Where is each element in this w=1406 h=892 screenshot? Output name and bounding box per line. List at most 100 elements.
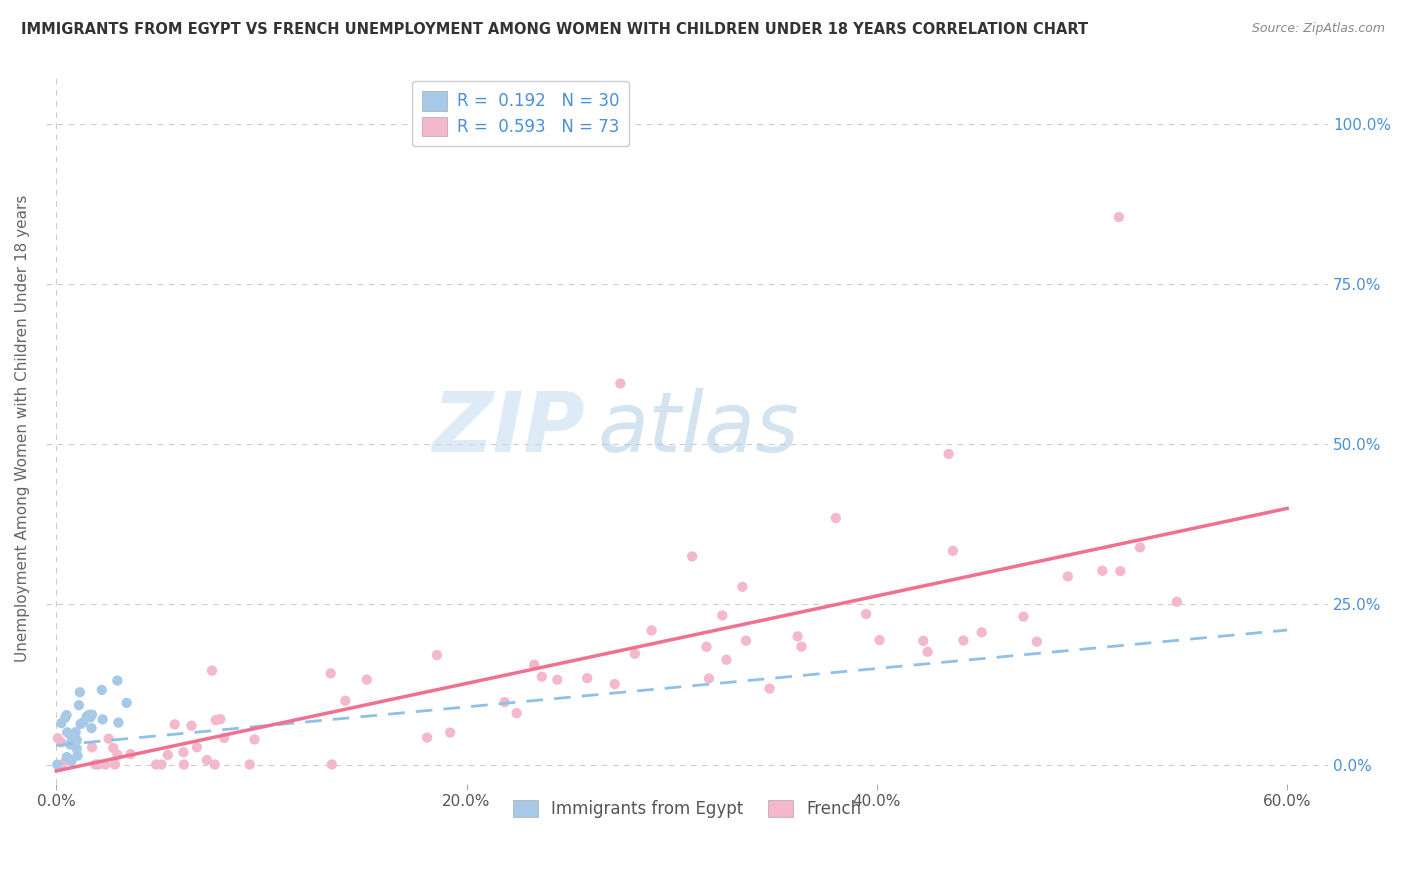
Point xyxy=(681,549,703,564)
Point xyxy=(80,721,103,735)
Point xyxy=(156,747,179,762)
Point xyxy=(319,666,342,681)
Point xyxy=(195,753,218,767)
Point xyxy=(87,757,110,772)
Point xyxy=(603,677,626,691)
Point xyxy=(55,754,77,768)
Point xyxy=(505,706,527,720)
Y-axis label: Unemployment Among Women with Children Under 18 years: Unemployment Among Women with Children U… xyxy=(15,194,30,662)
Point xyxy=(91,712,114,726)
Point xyxy=(735,633,758,648)
Point xyxy=(46,757,69,772)
Point xyxy=(55,708,77,723)
Point xyxy=(439,725,461,739)
Text: atlas: atlas xyxy=(598,388,799,469)
Point xyxy=(107,715,129,730)
Point xyxy=(1166,595,1188,609)
Point xyxy=(173,745,195,759)
Point xyxy=(1091,564,1114,578)
Point xyxy=(51,735,73,749)
Point xyxy=(1108,210,1130,224)
Point xyxy=(869,633,891,648)
Point xyxy=(150,757,173,772)
Point xyxy=(1012,609,1035,624)
Point xyxy=(1025,634,1047,648)
Point xyxy=(72,715,94,730)
Point xyxy=(60,730,83,744)
Point xyxy=(163,717,186,731)
Point xyxy=(103,741,125,756)
Point xyxy=(76,709,98,723)
Point xyxy=(917,645,939,659)
Point xyxy=(609,376,631,391)
Point xyxy=(66,742,89,756)
Point xyxy=(69,717,91,731)
Point xyxy=(94,757,117,772)
Point xyxy=(530,670,553,684)
Point xyxy=(180,719,202,733)
Point xyxy=(67,698,90,713)
Point xyxy=(1129,541,1152,555)
Point xyxy=(938,447,960,461)
Point xyxy=(786,629,808,643)
Point xyxy=(80,707,103,722)
Point xyxy=(824,511,846,525)
Point xyxy=(51,716,73,731)
Point xyxy=(80,740,103,755)
Text: ZIP: ZIP xyxy=(432,388,585,469)
Point xyxy=(1056,569,1078,583)
Point xyxy=(186,740,208,755)
Point xyxy=(145,757,167,772)
Point xyxy=(120,747,142,761)
Point xyxy=(356,673,378,687)
Point xyxy=(104,757,127,772)
Point xyxy=(173,757,195,772)
Point xyxy=(716,653,738,667)
Point xyxy=(105,673,128,688)
Point xyxy=(711,608,734,623)
Point xyxy=(69,685,91,699)
Point xyxy=(695,640,717,654)
Point xyxy=(970,625,993,640)
Point xyxy=(53,711,76,725)
Point xyxy=(115,696,138,710)
Point xyxy=(952,633,974,648)
Point xyxy=(546,673,568,687)
Point xyxy=(107,747,129,762)
Point xyxy=(335,694,357,708)
Point xyxy=(66,733,89,747)
Point xyxy=(214,731,236,745)
Point xyxy=(912,633,935,648)
Point xyxy=(62,727,84,741)
Point xyxy=(209,712,232,726)
Point xyxy=(576,671,599,685)
Point xyxy=(51,757,73,772)
Point xyxy=(758,681,780,696)
Point xyxy=(494,695,516,709)
Point xyxy=(640,624,662,638)
Point xyxy=(731,580,754,594)
Point xyxy=(77,707,100,722)
Point xyxy=(790,640,813,654)
Point xyxy=(204,757,226,772)
Point xyxy=(855,607,877,621)
Point xyxy=(84,757,107,772)
Point xyxy=(56,725,79,739)
Point xyxy=(66,748,89,763)
Point xyxy=(46,731,69,746)
Text: IMMIGRANTS FROM EGYPT VS FRENCH UNEMPLOYMENT AMONG WOMEN WITH CHILDREN UNDER 18 : IMMIGRANTS FROM EGYPT VS FRENCH UNEMPLOY… xyxy=(21,22,1088,37)
Point xyxy=(426,648,449,662)
Point xyxy=(59,738,82,752)
Point xyxy=(97,731,120,746)
Point xyxy=(79,710,101,724)
Point xyxy=(416,731,439,745)
Point xyxy=(697,672,720,686)
Point xyxy=(523,657,546,672)
Point xyxy=(55,750,77,764)
Point xyxy=(243,732,266,747)
Point xyxy=(201,664,224,678)
Point xyxy=(624,647,647,661)
Text: Source: ZipAtlas.com: Source: ZipAtlas.com xyxy=(1251,22,1385,36)
Point xyxy=(60,754,83,768)
Point xyxy=(239,757,262,772)
